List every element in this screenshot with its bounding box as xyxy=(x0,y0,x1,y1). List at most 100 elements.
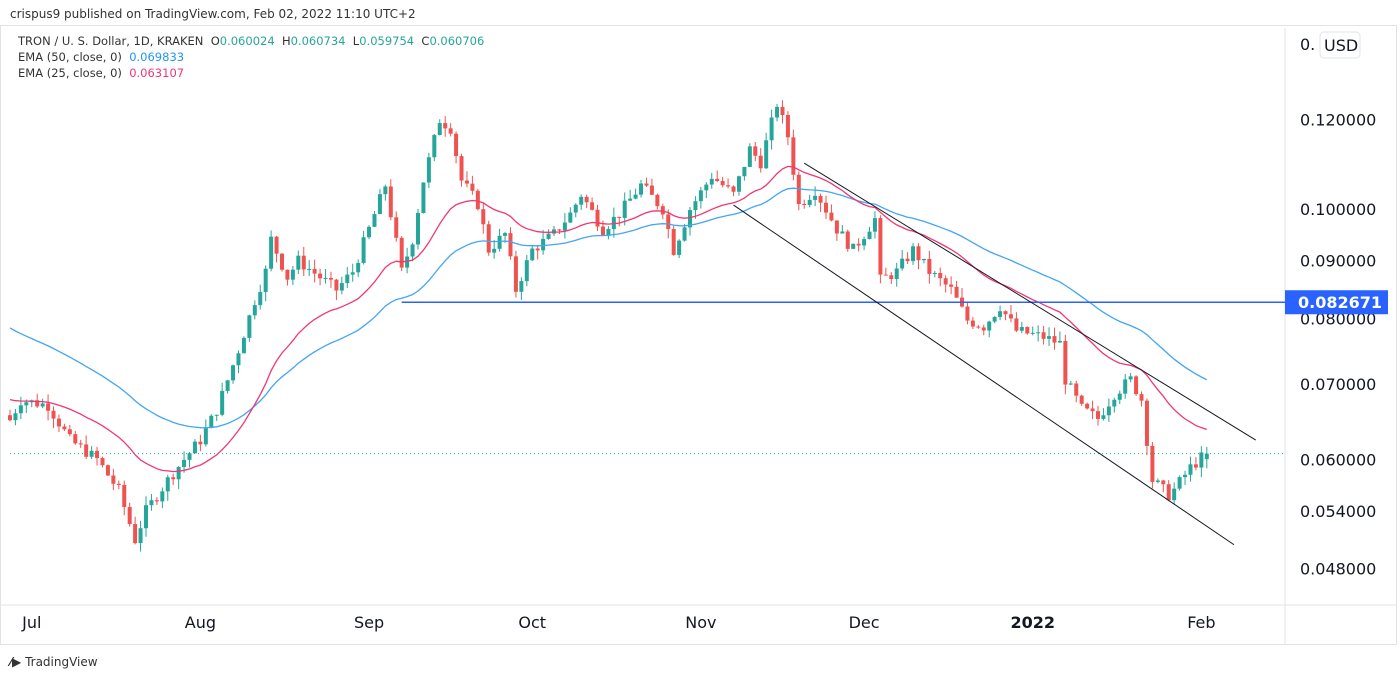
tradingview-logo[interactable]: ⁄▶ TradingView xyxy=(10,655,98,669)
candle-body xyxy=(318,273,323,279)
candle-body xyxy=(111,475,116,484)
high-value: 0.060734 xyxy=(290,34,346,48)
candle-body xyxy=(231,365,236,381)
candle-body xyxy=(367,226,372,238)
candle-body xyxy=(1030,332,1035,334)
high-label: H xyxy=(281,34,291,48)
candle-body xyxy=(590,202,595,210)
candle-body xyxy=(247,315,252,338)
candle-body xyxy=(595,209,600,227)
candle-body xyxy=(1177,477,1182,489)
close-value: 0.060706 xyxy=(429,34,485,48)
candle-body xyxy=(878,218,883,275)
candle-body xyxy=(764,140,769,169)
candle-body xyxy=(720,180,725,186)
candle-body xyxy=(182,459,187,467)
candle-body xyxy=(927,258,932,274)
candle-body xyxy=(1036,332,1041,334)
price-axis-top-label: 0. xyxy=(1300,35,1315,54)
candle-body xyxy=(862,239,867,246)
candle-body xyxy=(138,528,143,544)
candle-body xyxy=(524,260,529,282)
candle-body xyxy=(921,258,926,261)
candle-body xyxy=(1008,314,1013,319)
candle-body xyxy=(350,272,355,275)
candle-body xyxy=(932,272,937,274)
candle-body xyxy=(388,186,393,218)
candle-body xyxy=(1019,327,1024,331)
candle-body xyxy=(639,183,644,195)
candle-body xyxy=(1068,383,1073,385)
candle-body xyxy=(677,240,682,255)
candle-body xyxy=(568,212,573,223)
candle-body xyxy=(187,453,192,460)
candle-body xyxy=(943,278,948,285)
ema50-row[interactable]: EMA (50, close, 0) 0.069833 xyxy=(18,49,484,65)
candle-body xyxy=(252,305,257,316)
candle-body xyxy=(1052,336,1057,343)
open-value: 0.060024 xyxy=(219,34,275,48)
symbol-name[interactable]: TRON / U. S. Dollar, 1D, KRAKEN xyxy=(18,34,204,48)
low-value: 0.059754 xyxy=(359,34,415,48)
candle-body xyxy=(644,183,649,186)
candle-body xyxy=(715,178,720,181)
candle-body xyxy=(775,106,780,118)
candle-body xyxy=(813,195,818,200)
chart-frame xyxy=(0,25,1397,645)
candle-body xyxy=(736,176,741,192)
candle-body xyxy=(296,255,301,270)
candle-body xyxy=(1161,480,1166,485)
candle-body xyxy=(144,505,148,529)
logo-icon: ⁄▶ xyxy=(10,655,22,669)
candle-body xyxy=(633,194,638,199)
candle-body xyxy=(459,156,464,181)
candle-body xyxy=(584,196,589,203)
candle-body xyxy=(95,450,100,459)
candle-body xyxy=(307,268,312,270)
candle-body xyxy=(394,217,399,238)
candle-body xyxy=(780,106,785,115)
candle-body xyxy=(916,246,921,261)
candle-body xyxy=(628,198,633,201)
time-tick-label: Dec xyxy=(849,613,880,632)
candle-body xyxy=(998,311,1003,317)
candle-body xyxy=(682,227,687,241)
candle-body xyxy=(1139,394,1144,401)
candle-body xyxy=(834,220,839,234)
candle-body xyxy=(176,466,181,480)
ema25-value: 0.063107 xyxy=(129,66,185,80)
candle-body xyxy=(198,441,203,445)
candle-body xyxy=(8,415,12,421)
candle-body xyxy=(334,279,339,291)
candle-body xyxy=(1074,383,1079,396)
candle-body xyxy=(122,484,127,508)
candle-body xyxy=(655,194,660,207)
candle-body xyxy=(464,180,469,184)
candle-body xyxy=(285,269,290,280)
candle-body xyxy=(492,248,497,253)
channel-lower-line xyxy=(733,204,1235,546)
candle-body xyxy=(274,236,279,254)
close-label: C xyxy=(421,34,430,48)
candle-body xyxy=(1183,474,1188,478)
candle-body xyxy=(328,277,333,280)
candle-body xyxy=(269,236,274,269)
candle-body xyxy=(649,185,654,195)
candle-body xyxy=(693,201,698,211)
candle-body xyxy=(486,224,491,253)
time-tick-label: Sep xyxy=(354,613,384,632)
candle-body xyxy=(530,248,535,261)
candle-body xyxy=(1057,340,1062,343)
candle-body xyxy=(785,114,790,138)
candle-body xyxy=(35,400,40,407)
ema50-line xyxy=(9,187,1208,429)
candle-body xyxy=(1134,376,1139,395)
candle-body xyxy=(356,262,361,273)
candle-body xyxy=(987,321,992,331)
candle-body xyxy=(280,253,284,270)
candle-body xyxy=(1155,480,1160,482)
footer-text: TradingView xyxy=(25,655,98,669)
ema25-row[interactable]: EMA (25, close, 0) 0.063107 xyxy=(18,65,484,81)
candle-body xyxy=(1041,332,1046,339)
